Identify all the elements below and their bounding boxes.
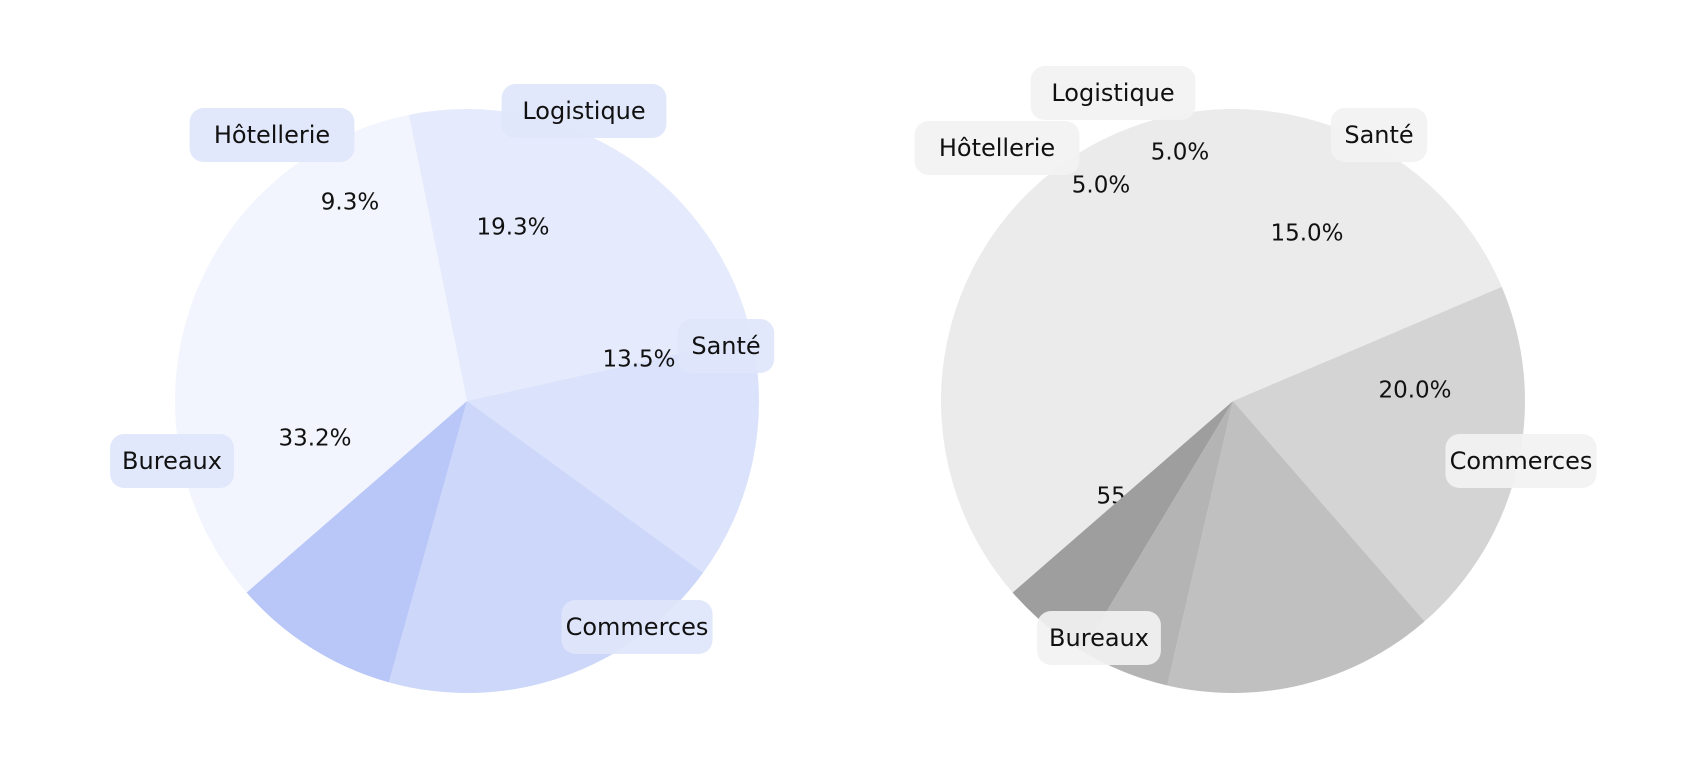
category-label-background bbox=[189, 108, 355, 162]
category-label: Hôtellerie bbox=[914, 121, 1080, 175]
category-label-text: Commerces bbox=[566, 613, 709, 641]
category-label: Hôtellerie bbox=[189, 108, 355, 162]
category-label: Commerces bbox=[1445, 434, 1597, 488]
pie-slice-bureaux bbox=[941, 109, 1502, 593]
slice-value-label: 9.3% bbox=[321, 190, 379, 216]
slice-value-label: 13.5% bbox=[602, 347, 675, 373]
category-label: Logistique bbox=[1030, 66, 1196, 120]
category-label-background bbox=[1030, 66, 1196, 120]
category-label-text: Santé bbox=[1344, 121, 1413, 149]
category-label-text: Bureaux bbox=[1049, 624, 1149, 652]
category-label-background bbox=[1037, 611, 1161, 665]
pie-chart-left: 33.2%24.7%13.5%19.3%9.3%BureauxCommerces… bbox=[110, 84, 775, 693]
slice-value-label: 5.0% bbox=[1151, 140, 1209, 166]
category-label-background bbox=[110, 434, 234, 488]
slice-value-label: 20.0% bbox=[1378, 378, 1451, 404]
pie-slice-sante bbox=[1167, 401, 1425, 693]
category-label-text: Commerces bbox=[1450, 447, 1593, 475]
category-label: Bureaux bbox=[110, 434, 234, 488]
category-label: Commerces bbox=[561, 600, 713, 654]
pie-slice-sante bbox=[467, 337, 759, 573]
category-label-background bbox=[914, 121, 1080, 175]
pie-slice-hotellerie bbox=[246, 401, 467, 683]
category-label-text: Santé bbox=[691, 332, 760, 360]
slice-value-label: 33.2% bbox=[278, 426, 351, 452]
category-label-background bbox=[561, 600, 713, 654]
slice-value-label: 5.0% bbox=[1072, 173, 1130, 199]
category-label-text: Logistique bbox=[1051, 79, 1174, 107]
category-label-text: Hôtellerie bbox=[214, 121, 330, 149]
pie-slice-commerces bbox=[408, 109, 753, 401]
pie-chart-right: 55.0%20.0%15.0%5.0%5.0%BureauxCommercesS… bbox=[914, 66, 1597, 693]
category-label: Santé bbox=[677, 319, 775, 373]
slice-value-label: 19.3% bbox=[476, 215, 549, 241]
category-label-background bbox=[677, 319, 775, 373]
pie-slice-hotellerie bbox=[1012, 401, 1233, 652]
category-label-text: Hôtellerie bbox=[939, 134, 1055, 162]
category-label-text: Bureaux bbox=[122, 447, 222, 475]
slice-value-label: 15.0% bbox=[1270, 221, 1343, 247]
category-label: Santé bbox=[1330, 108, 1428, 162]
pie-slice-commerces bbox=[1233, 286, 1525, 622]
category-label-background bbox=[1445, 434, 1597, 488]
category-label-background bbox=[501, 84, 667, 138]
category-label-background bbox=[1330, 108, 1428, 162]
category-label-text: Logistique bbox=[522, 97, 645, 125]
category-label: Logistique bbox=[501, 84, 667, 138]
category-label: Bureaux bbox=[1037, 611, 1161, 665]
pie-slice-bureaux bbox=[174, 114, 468, 593]
